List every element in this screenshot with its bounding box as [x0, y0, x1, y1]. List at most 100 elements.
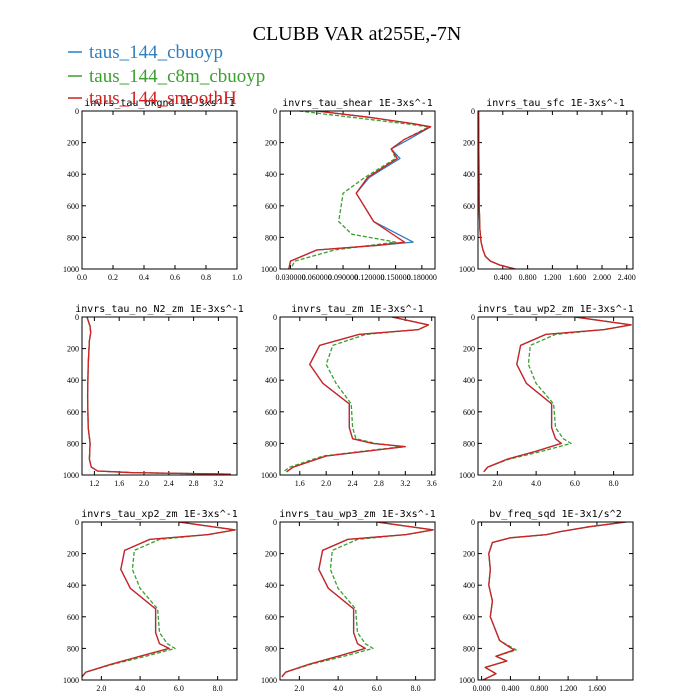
x-tick-label: 0.400	[494, 273, 512, 282]
y-tick-label: 1000	[63, 471, 79, 480]
y-tick-label: 600	[463, 613, 475, 622]
y-tick-label: 0	[273, 313, 277, 322]
series-line-0	[281, 522, 434, 678]
x-tick-label: 0.120000	[354, 273, 384, 282]
panel-6: invrs_tau_xp2_zm 1E-3xs^-10 200 400 600 800 1…	[63, 509, 238, 693]
y-tick-label: 200	[463, 139, 475, 148]
legend: taus_144_cbuoyp taus_144_c8m_cbuoyp taus…	[68, 42, 265, 109]
plot-frame	[81, 521, 238, 681]
x-tick-label: 2.8	[374, 479, 384, 488]
figure-title: CLUBB VAR at255E,-7N	[253, 23, 462, 45]
x-tick-label: 2.4	[348, 479, 358, 488]
x-tick-label: 3.6	[427, 479, 437, 488]
x-tick-label: 1.600	[568, 273, 586, 282]
panel-title: invrs_tau_wp3_zm 1E-3xs^-1	[279, 509, 436, 520]
y-tick-label: 400	[265, 581, 277, 590]
x-tick-label: 0.2	[108, 273, 118, 282]
y-tick-label: 800	[67, 233, 79, 242]
series-line-0	[82, 522, 236, 678]
y-tick-label: 1000	[459, 471, 475, 480]
y-tick-label: 400	[67, 170, 79, 179]
series-line-1	[281, 522, 434, 678]
x-tick-label: 6.0	[372, 684, 382, 693]
series-line-0	[483, 317, 632, 473]
x-tick-label: 2.000	[593, 273, 611, 282]
y-tick-label: 200	[463, 345, 475, 354]
series-line-1	[82, 522, 236, 678]
y-tick-label: 1000	[63, 676, 79, 685]
plot-frame	[279, 521, 436, 681]
x-tick-label: 0.400	[501, 684, 519, 693]
y-tick-label: 800	[463, 439, 475, 448]
x-tick-label: 0.0	[77, 273, 87, 282]
y-tick-label: 400	[463, 376, 475, 385]
y-tick-label: 800	[67, 644, 79, 653]
series-line-2	[288, 111, 432, 269]
plot-frame	[81, 110, 238, 270]
y-tick-label: 400	[67, 376, 79, 385]
y-tick-label: 0	[75, 313, 79, 322]
y-tick-label: 800	[265, 644, 277, 653]
panel-1: invrs_tau_shear 1E-3xs^-1 0 200 400 600 800 10…	[261, 98, 437, 282]
panel-5: invrs_tau_wp2_zm 1E-3xs^-10 200 400 600 800 1…	[459, 304, 634, 488]
y-tick-label: 1000	[63, 265, 79, 274]
series-line-1	[86, 317, 231, 475]
panel-3: invrs_tau_no_N2_zm 1E-3xs^-10 200 400 600 80…	[63, 304, 244, 488]
series-line-1	[282, 317, 430, 473]
y-tick-label: 600	[67, 202, 79, 211]
x-tick-label: 1.6	[295, 479, 305, 488]
x-tick-label: 2.400	[618, 273, 636, 282]
series-line-1	[289, 111, 430, 269]
y-tick-label: 0	[75, 518, 79, 527]
series-line-0	[286, 317, 430, 473]
panel-title: bv_freq_sqd 1E-3x1/s^2	[489, 509, 621, 520]
plot-frame	[477, 110, 634, 270]
x-tick-label: 0.4	[139, 273, 149, 282]
y-tick-label: 200	[265, 345, 277, 354]
x-tick-label: 2.0	[492, 479, 502, 488]
x-tick-label: 3.2	[400, 479, 410, 488]
y-tick-label: 800	[265, 233, 277, 242]
x-tick-label: 2.0	[96, 684, 106, 693]
panel-8: bv_freq_sqd 1E-3x1/s^2020040060080010000…	[459, 509, 634, 693]
x-tick-label: 1.600	[588, 684, 606, 693]
x-tick-label: 0.150000	[381, 273, 411, 282]
x-tick-label: 1.200	[543, 273, 561, 282]
panel-title: invrs_tau_zm 1E-3xs^-1	[291, 304, 423, 315]
y-tick-label: 200	[67, 345, 79, 354]
series-line-0	[482, 522, 626, 680]
y-tick-label: 200	[463, 550, 475, 559]
y-tick-label: 800	[265, 439, 277, 448]
x-tick-label: 1.200	[559, 684, 577, 693]
y-tick-label: 400	[463, 170, 475, 179]
y-tick-label: 400	[265, 376, 277, 385]
series-line-2	[286, 317, 430, 473]
x-tick-label: 0.6	[170, 273, 180, 282]
y-tick-label: 600	[463, 408, 475, 417]
x-tick-label: 0.180000	[407, 273, 437, 282]
y-tick-label: 800	[463, 233, 475, 242]
panel-title: invrs_tau_shear 1E-3xs^-1	[282, 98, 433, 109]
series-line-1	[482, 522, 626, 680]
y-tick-label: 200	[67, 139, 79, 148]
x-tick-label: 0.800	[519, 273, 537, 282]
x-tick-label: 1.6	[114, 479, 124, 488]
y-tick-label: 800	[67, 439, 79, 448]
y-tick-label: 1000	[261, 676, 277, 685]
x-tick-label: 0.090000	[328, 273, 358, 282]
x-tick-label: 8.0	[609, 479, 619, 488]
y-tick-label: 1000	[459, 265, 475, 274]
panel-0: invrs_tau_bkgnd 1E-3xs^-1 0 200 400 600 800 10…	[63, 98, 242, 282]
y-tick-label: 600	[67, 408, 79, 417]
legend-label-2: taus_144_smoothH	[89, 88, 237, 109]
series-line-1	[478, 111, 516, 269]
plot-frame	[81, 316, 238, 476]
x-tick-label: 4.0	[333, 684, 343, 693]
series-line-2	[482, 522, 626, 680]
y-tick-label: 0	[471, 518, 475, 527]
y-tick-label: 0	[471, 107, 475, 116]
series-line-0	[288, 111, 432, 269]
panel-grid: invrs_tau_bkgnd 1E-3xs^-1 0 200 400 600 800 10…	[63, 98, 636, 693]
y-tick-label: 0	[273, 518, 277, 527]
x-tick-label: 1.2	[89, 479, 99, 488]
